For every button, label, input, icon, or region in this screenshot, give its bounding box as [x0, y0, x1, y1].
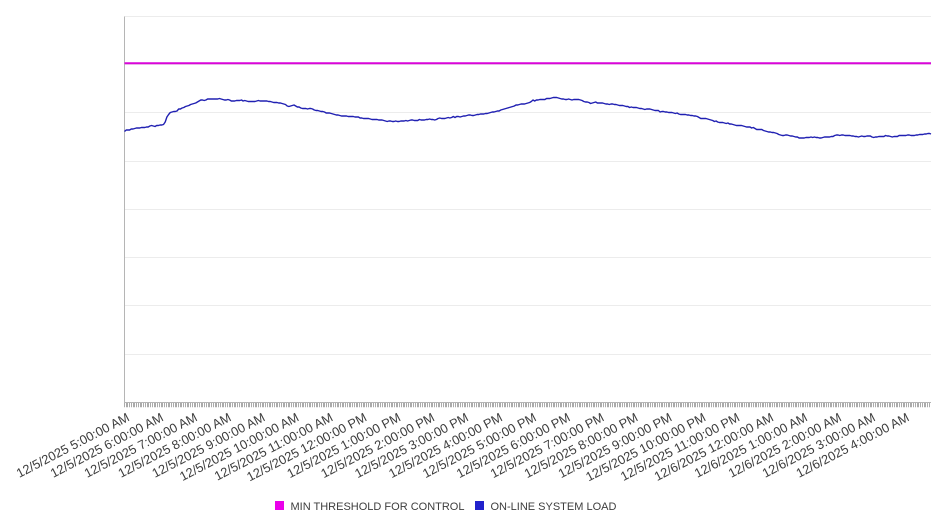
svg-text:MIN THRESHOLD FOR CONTROL: MIN THRESHOLD FOR CONTROL — [291, 501, 465, 513]
svg-text:ON-LINE SYSTEM LOAD: ON-LINE SYSTEM LOAD — [491, 501, 617, 513]
